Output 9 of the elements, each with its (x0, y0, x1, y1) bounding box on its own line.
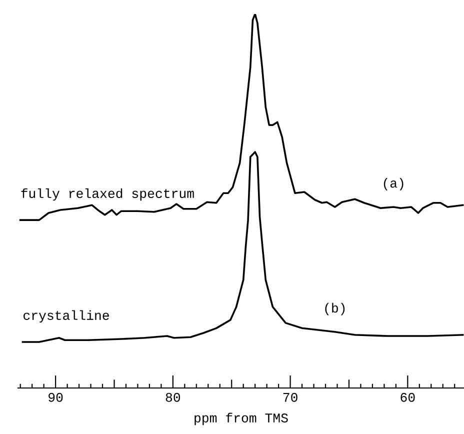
annotation: (a) (384, 178, 404, 190)
x-tick-label: 70 (283, 392, 298, 402)
series-label: crystalline (24, 310, 109, 323)
series-label: fully relaxed spectrum (21, 188, 194, 201)
x-tick-label: 60 (400, 392, 415, 402)
x-axis-title: ppm from TMS (194, 412, 288, 426)
x-tick-label: 80 (166, 392, 180, 402)
x-tick-label: 90 (48, 392, 63, 402)
annotation: (b) (325, 302, 345, 316)
